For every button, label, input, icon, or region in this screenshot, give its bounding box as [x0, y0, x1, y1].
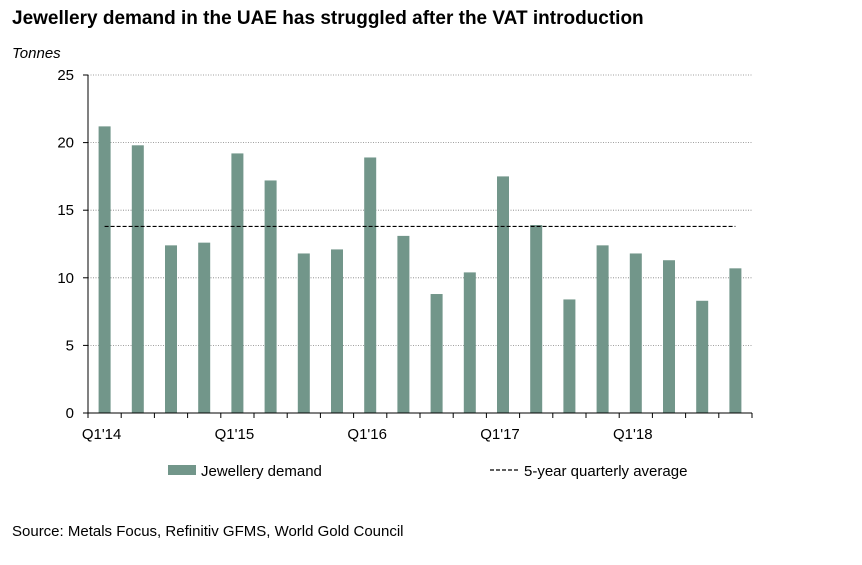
- y-tick-label: 0: [66, 405, 74, 422]
- y-tick-label: 15: [57, 202, 74, 219]
- bar-Q3'18: [696, 300, 709, 413]
- x-tick-label: Q1'15: [215, 426, 255, 443]
- legend-label-jewellery: Jewellery demand: [201, 463, 322, 480]
- bar-Q1'14: [98, 126, 111, 413]
- bar-Q2'17: [530, 225, 543, 413]
- bar-Q4'18: [729, 268, 742, 413]
- bar-Q3'15: [297, 253, 310, 413]
- x-tick-label: Q1'16: [347, 426, 387, 443]
- x-tick-label: Q1'18: [613, 426, 653, 443]
- bar-Q4'16: [463, 272, 476, 413]
- bar-Q1'18: [629, 253, 642, 413]
- bar-Q3'17: [563, 299, 576, 413]
- bar-Q1'17: [497, 176, 509, 413]
- y-tick-label: 20: [57, 135, 74, 152]
- y-tick-label: 5: [66, 337, 74, 354]
- x-tick-label: Q1'14: [82, 426, 122, 443]
- legend-swatch-jewellery: [168, 465, 196, 475]
- bar-Q2'14: [131, 145, 144, 413]
- bar-Q2'16: [397, 235, 410, 413]
- bar-Q2'15: [264, 180, 277, 413]
- y-tick-label: 25: [57, 67, 74, 84]
- source-note: Source: Metals Focus, Refinitiv GFMS, Wo…: [12, 523, 404, 540]
- bar-Q3'14: [165, 245, 177, 413]
- bar-Q4'14: [198, 242, 211, 413]
- bar-Q1'16: [364, 157, 377, 413]
- bar-Q1'15: [231, 153, 244, 413]
- legend-label-average: 5-year quarterly average: [524, 463, 687, 480]
- y-axis-label: Tonnes: [12, 45, 61, 62]
- bar-Q2'18: [663, 260, 675, 413]
- y-tick-label: 10: [57, 270, 74, 287]
- bar-Q3'16: [430, 294, 443, 413]
- x-tick-label: Q1'17: [480, 426, 520, 443]
- chart-title: Jewellery demand in the UAE has struggle…: [12, 8, 644, 29]
- bar-Q4'17: [596, 245, 609, 413]
- bar-Q4'15: [331, 249, 343, 413]
